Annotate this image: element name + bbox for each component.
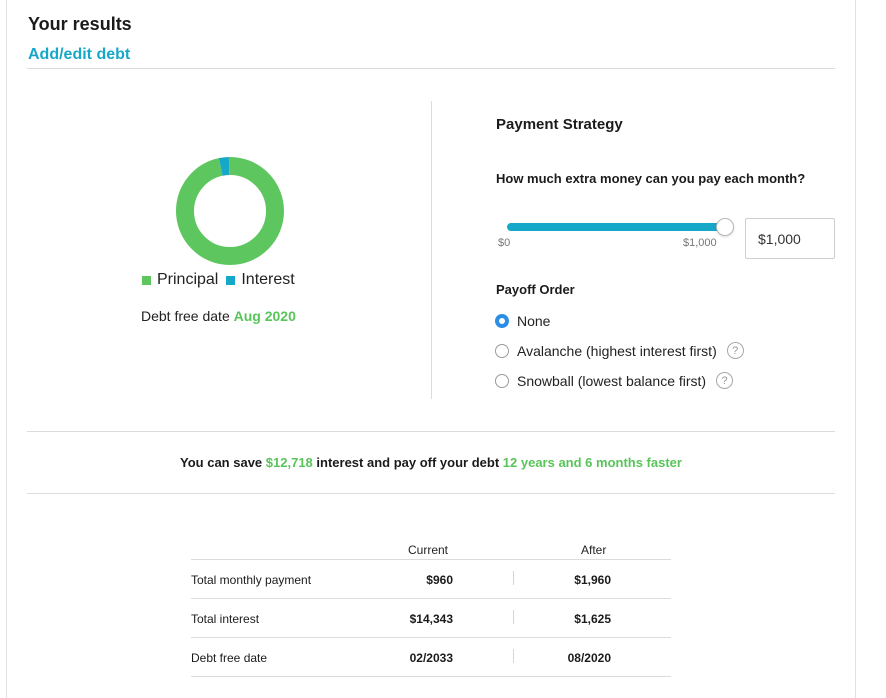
after-value: $1,960 [574,573,611,587]
table-row: Debt free date 02/2033 08/2020 [191,649,671,690]
table-divider [191,559,671,560]
legend-principal-label: Principal [157,271,219,288]
extra-money-question: How much extra money can you pay each mo… [496,171,806,186]
current-value: 02/2033 [409,651,453,665]
payoff-order-title: Payoff Order [496,282,575,297]
slider-min-label: $0 [498,237,511,249]
payoff-option-avalanche[interactable]: Avalanche (highest interest first) ? [495,342,744,359]
table-divider [191,598,671,599]
cell-separator [513,649,514,663]
radio-none[interactable] [495,314,509,328]
donut-slice-principal [176,157,284,265]
savings-middle: interest and pay off your debt [316,455,500,470]
page-title: Your results [28,14,132,34]
row-label: Total monthly payment [191,573,312,587]
help-icon[interactable]: ? [716,372,734,389]
payoff-option-label: None [517,313,551,329]
payoff-option-label: Avalanche (highest interest first) [517,342,717,359]
cell-separator [513,571,514,585]
current-value: $14,343 [409,612,453,626]
extra-payment-slider-track[interactable] [507,223,729,231]
principal-swatch [142,275,151,285]
table-row: Total monthly payment $960 $1,960 [191,571,671,612]
column-header-after: After [581,543,607,557]
add-edit-debt-link[interactable]: Add/edit debt [28,46,131,63]
debt-free-label: Debt free date [141,308,230,324]
after-value: $1,625 [574,612,611,626]
debt-free-value: Aug 2020 [233,308,296,324]
legend-principal: Principal [142,271,218,289]
help-icon[interactable]: ? [726,342,744,359]
results-card [6,0,856,698]
current-value: $960 [426,573,453,587]
radio-avalanche[interactable] [495,343,509,358]
savings-amount: $12,718 [265,455,313,470]
table-divider [191,676,671,677]
extra-payment-slider-handle[interactable] [716,218,734,236]
column-header-current: Current [408,543,449,557]
radio-snowball[interactable] [495,373,509,388]
row-label: Debt free date [191,651,268,665]
debt-donut-chart [176,157,284,265]
divider [27,493,835,494]
legend-interest: Interest [226,271,295,289]
debt-free-summary: Debt free date Aug 2020 [141,308,296,324]
cell-separator [513,610,514,624]
divider [27,68,835,69]
interest-swatch [226,275,236,285]
column-divider [431,101,432,399]
savings-summary: You can save $12,718 interest and pay of… [0,455,862,470]
payoff-option-snowball[interactable]: Snowball (lowest balance first) ? [495,372,734,389]
payment-strategy-title: Payment Strategy [496,116,623,133]
after-value: 08/2020 [567,651,611,665]
payoff-option-none[interactable]: None [495,313,550,329]
row-label: Total interest [191,612,260,626]
chart-legend: Principal Interest [142,271,303,289]
divider [27,431,835,432]
extra-payment-input[interactable] [745,218,835,259]
savings-prefix: You can save [180,455,263,470]
savings-time: 12 years and 6 months faster [502,455,682,470]
slider-max-label: $1,000 [683,237,717,249]
payoff-option-label: Snowball (lowest balance first) [517,372,707,389]
legend-interest-label: Interest [241,271,295,288]
table-divider [191,637,671,638]
table-row: Total interest $14,343 $1,625 [191,610,671,651]
